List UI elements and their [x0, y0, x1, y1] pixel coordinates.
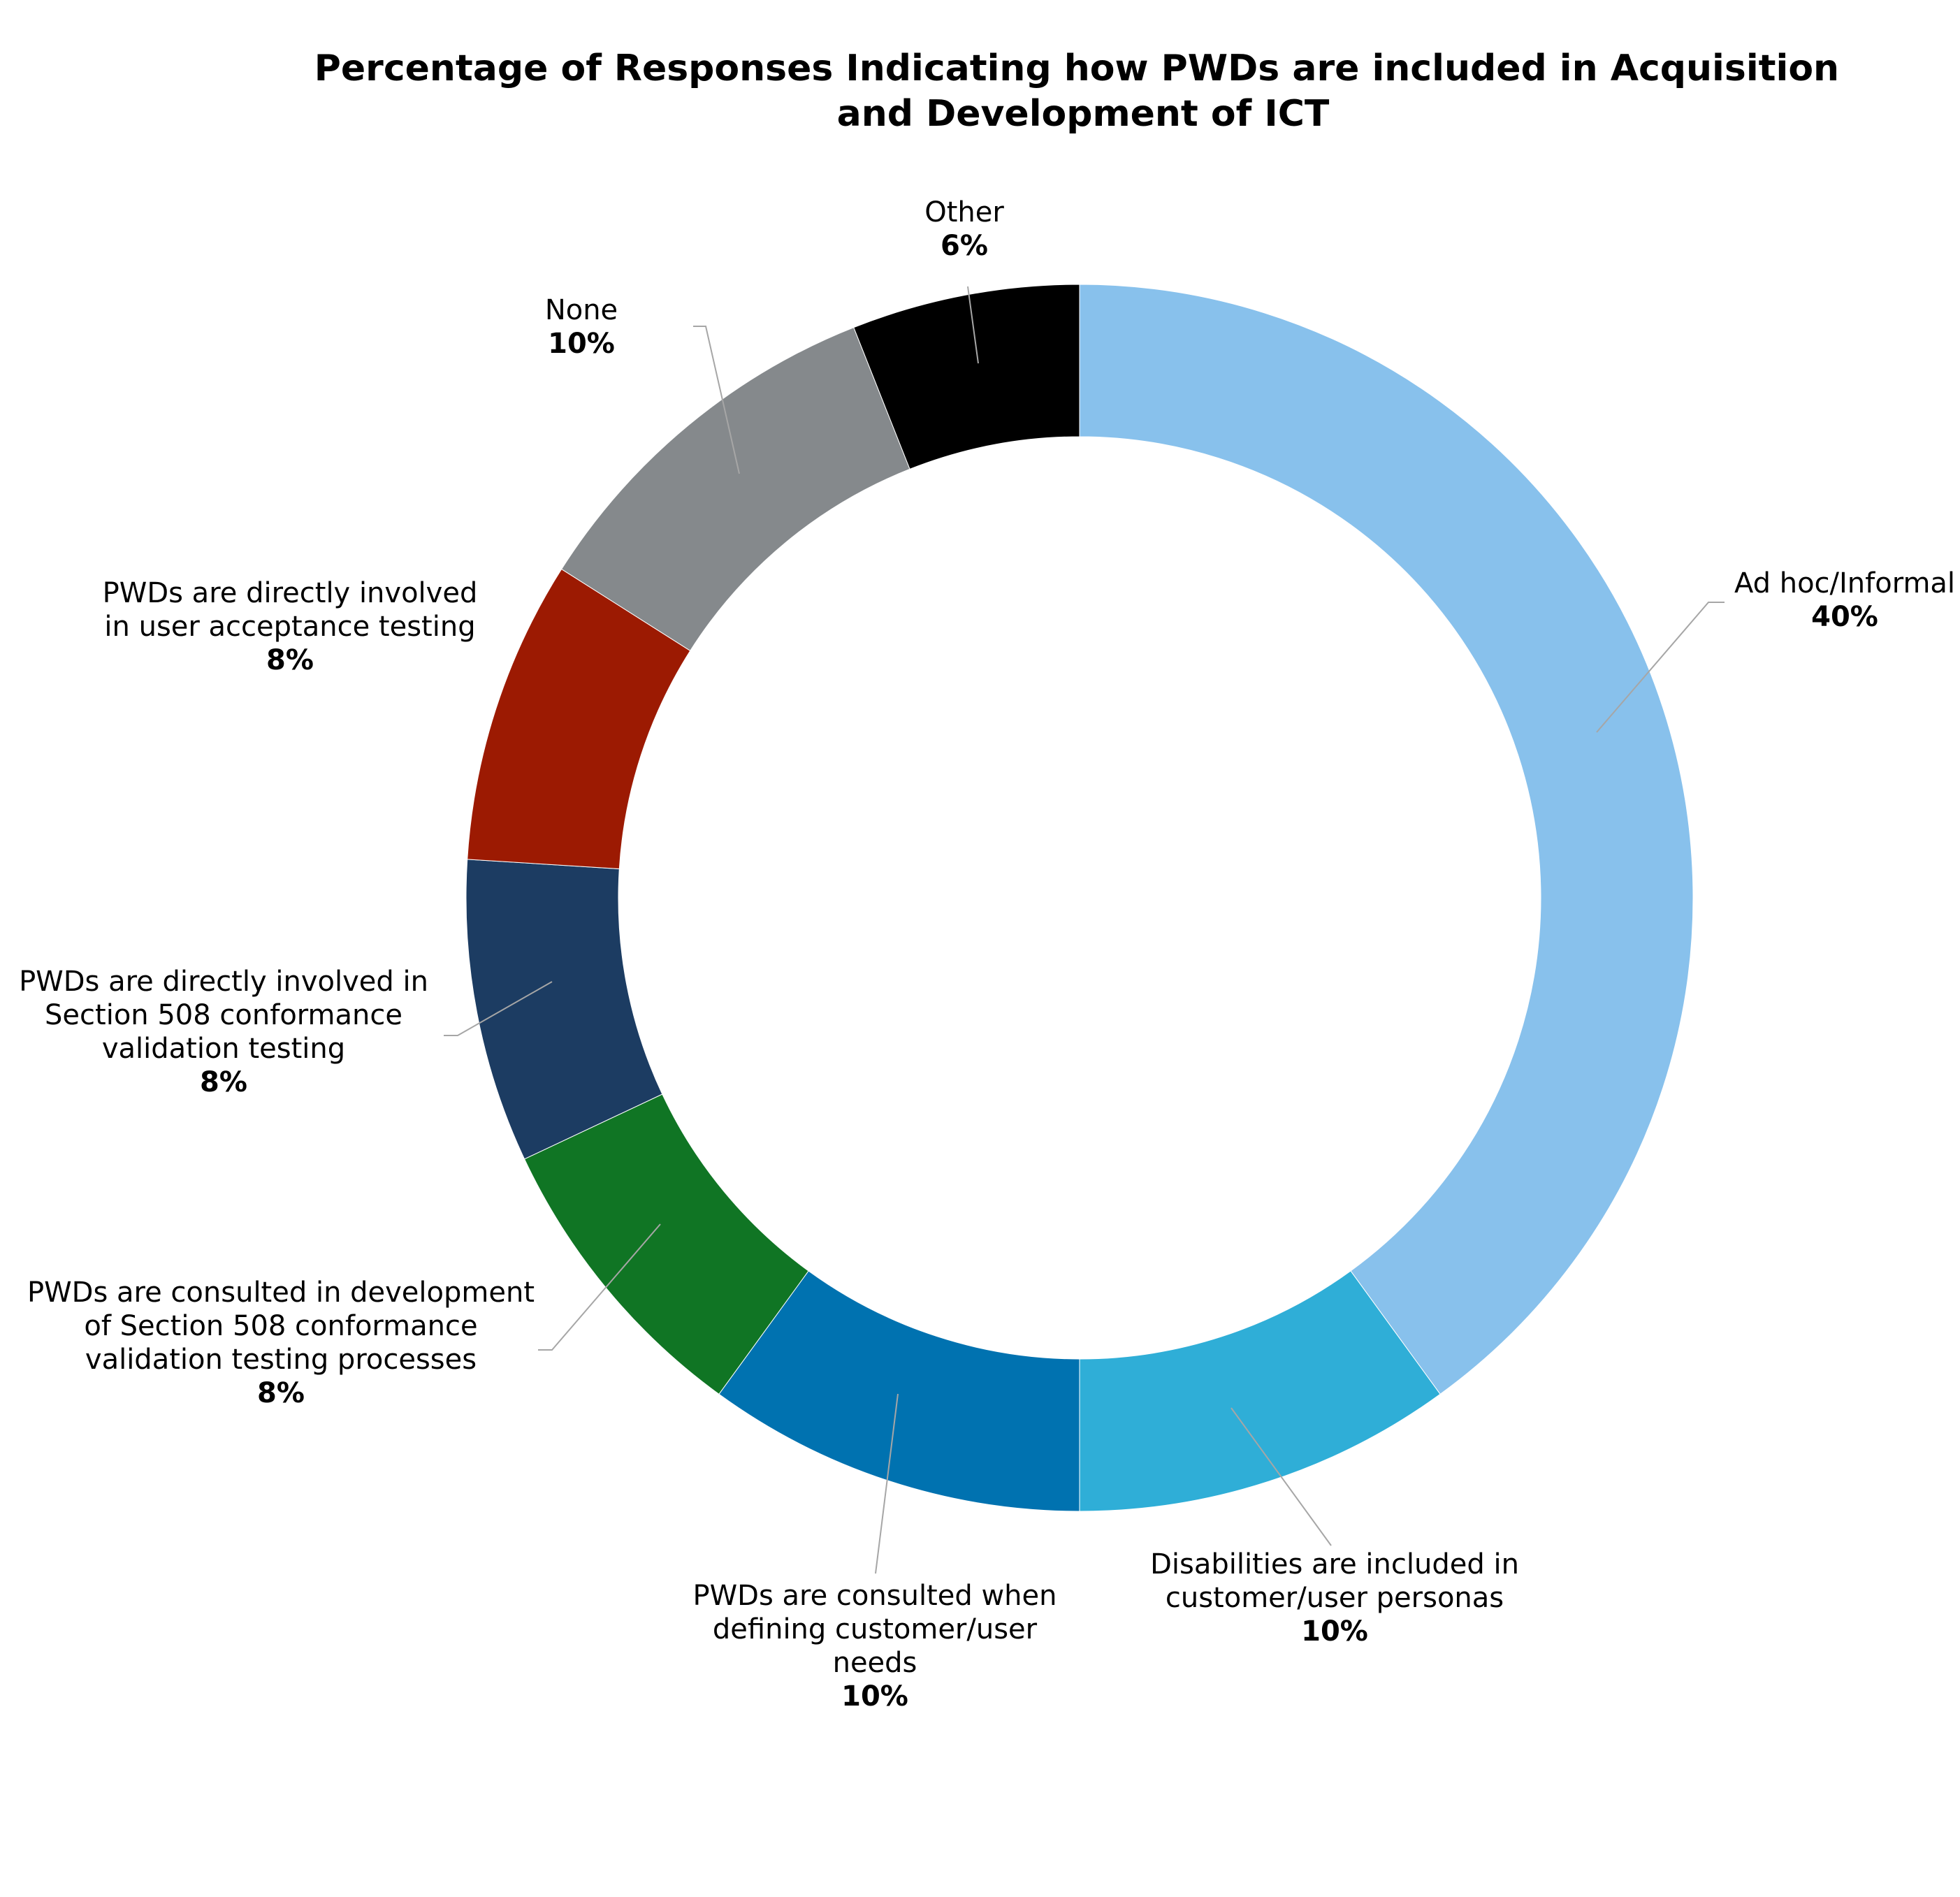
slice-label: PWDs are consulted when	[693, 1580, 1057, 1612]
leader-line	[538, 1223, 661, 1351]
slice-percent-label: 8%	[200, 1066, 247, 1098]
slice-label: customer/user personas	[1166, 1582, 1504, 1614]
chart-title-line-1: Percentage of Responses Indicating how P…	[314, 48, 1839, 89]
leader-line	[875, 1393, 899, 1574]
slice-label: validation testing processes	[85, 1344, 477, 1376]
donut-slice	[853, 284, 1080, 470]
slice-percent-label: 8%	[266, 644, 314, 676]
slice-label: defining customer/user	[713, 1613, 1038, 1645]
donut-slice	[1079, 284, 1694, 1395]
slice-label: in user acceptance testing	[104, 611, 475, 643]
slice-label: Disabilities are included in	[1150, 1548, 1519, 1580]
leader-line	[444, 981, 553, 1036]
slice-label: Section 508 conformance	[45, 999, 402, 1031]
slice-percent-label: 10%	[1301, 1615, 1368, 1648]
slice-label: validation testing	[102, 1033, 345, 1065]
leader-line	[1596, 602, 1725, 733]
slice-label: PWDs are directly involved	[103, 577, 478, 609]
leader-line	[693, 326, 740, 474]
slice-label: Ad hoc/Informal	[1734, 567, 1955, 599]
slice-label: None	[545, 294, 618, 326]
slice-label: PWDs are consulted in development	[27, 1277, 535, 1309]
slice-label: Other	[924, 196, 1004, 228]
slice-percent-label: 6%	[941, 230, 988, 262]
slice-percent-label: 10%	[548, 328, 615, 360]
slice-label: PWDs are directly involved in	[19, 966, 428, 998]
leader-lines	[444, 286, 1725, 1574]
donut-slice	[560, 327, 910, 652]
chart-title: Percentage of Responses Indicating how P…	[314, 48, 1852, 135]
leader-line	[967, 286, 979, 364]
slice-label: of Section 508 conformance	[84, 1310, 477, 1342]
donut-slices	[465, 284, 1694, 1512]
slice-percent-label: 40%	[1811, 601, 1878, 633]
chart-title-line-2: and Development of ICT	[837, 93, 1330, 135]
slice-label: needs	[833, 1647, 917, 1679]
slice-percent-label: 10%	[841, 1680, 908, 1713]
leader-line	[1231, 1407, 1332, 1546]
slice-percent-label: 8%	[257, 1377, 305, 1409]
